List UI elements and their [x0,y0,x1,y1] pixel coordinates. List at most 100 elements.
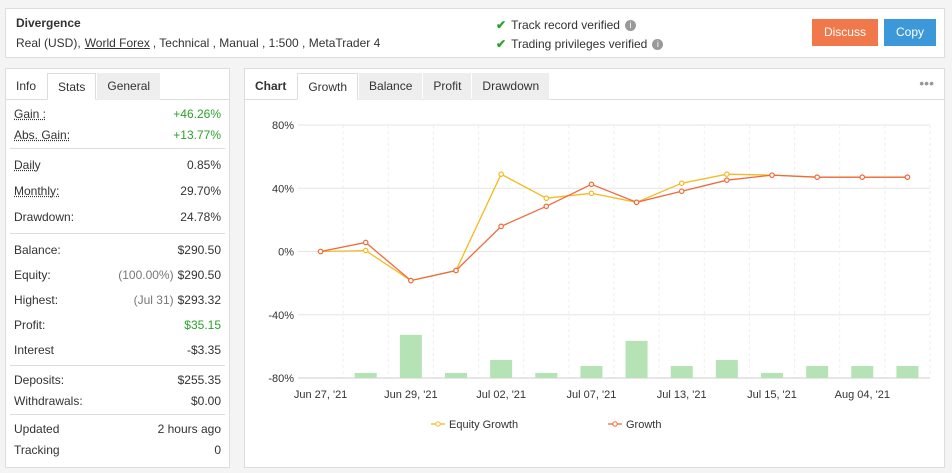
stat-value: $255.35 [177,372,221,387]
tab[interactable]: General [97,73,161,100]
stats-row: Drawdown: 24.78% [10,204,225,230]
stats-list: Gain : +46.26% Abs. Gain: +13.77% Daily 0.85%… [6,100,229,463]
stats-panel: Info Stats General Gain : +46.26% Abs. Gain:… [5,68,230,468]
stat-value: +46.26% [173,106,221,121]
stat-note: (Jul 31) [133,292,174,307]
x-tick-label: Jul 02, '21 [476,389,526,401]
stat-value: $290.50 [177,242,221,257]
point [904,174,911,180]
point [678,188,685,195]
bar [354,372,377,378]
tab[interactable]: Drawdown [472,73,550,100]
bar [670,365,693,378]
chart-tabs: Chart Growth Balance Profit Drawdown [245,69,944,100]
stats-row: Equity: (100.00%) $290.50 [10,262,225,287]
tab[interactable]: Stats [47,73,97,100]
verification-text: Trading privileges verified [511,37,648,51]
stat-value-wrap: 0 [214,443,221,457]
stat-label: Daily [14,158,41,172]
stats-row: Balance: $290.50 [10,237,225,262]
tab[interactable]: Profit [423,73,472,100]
system-title: Divergence [16,16,81,30]
point [588,181,595,188]
stats-group: Deposits: $255.35 Withdrawals: $0.00 [10,366,225,415]
stat-label: Updated [14,421,60,436]
point [543,203,550,210]
stats-row: Withdrawals: $0.00 [10,390,225,411]
stat-label: Profit: [14,317,46,332]
button[interactable]: Discuss [811,19,878,46]
verification: ✔ Track record verified i [496,16,663,35]
stat-value-wrap: (100.00%) $290.50 [118,268,221,282]
point [588,190,595,197]
point [859,174,866,180]
stats-row: Gain : +46.26% [10,103,225,124]
stat-value: $293.32 [177,292,221,307]
chart: 80% 40% 0% -40% -80%Jun 27, '21 Jun 29, '21 Ju… [268,120,931,431]
info-icon: i [624,20,636,32]
line [320,174,908,282]
point [408,277,414,284]
stat-label: Highest: [14,292,59,307]
legend-label: Growth [626,419,661,431]
broker-link[interactable]: World Forex [84,36,150,50]
tab[interactable]: Growth [297,73,359,100]
point [543,195,550,202]
account-prefix: Real (USD), [16,36,81,50]
legend-marker [435,421,441,427]
stat-label: Abs. Gain: [14,127,71,142]
button[interactable]: Copy [883,19,936,46]
legend-marker [612,421,618,427]
stat-label: Deposits: [14,372,65,387]
chart-label: Chart [255,79,287,93]
stat-label: Tracking [14,442,60,457]
stats-row: Abs. Gain: +13.77% [10,124,225,145]
menu[interactable]: ••• [919,75,934,91]
stat-value-wrap: $0.00 [191,394,221,408]
verification: ✔ Trading privileges verified i [496,35,664,54]
point [633,199,640,206]
y-tick-label: 80% [272,120,294,132]
stat-label: Monthly: [14,184,60,198]
stats-row: Deposits: $255.35 [10,369,225,390]
stat-value-wrap: -$3.35 [187,343,221,357]
stat-value-wrap: +13.77% [173,128,221,142]
stat-value: 24.78% [180,210,221,224]
stats-row: Monthly: 29.70% [10,178,225,204]
stat-value: +13.77% [173,127,221,142]
stats-group: Gain : +46.26% Abs. Gain: +13.77% [10,100,225,149]
stat-value-wrap: 2 hours ago [158,422,221,436]
point [317,248,324,255]
point [453,267,459,274]
point [498,171,504,177]
y-tick-label: 40% [272,183,294,195]
stat-value-wrap: 24.78% [180,210,221,224]
point [362,239,369,246]
point [769,172,775,178]
y-tick-label: -40% [268,310,294,322]
bar [445,372,467,378]
buttons: Discuss Copy [811,19,936,46]
bar [490,359,513,378]
tab[interactable]: Info [16,79,37,93]
verification-text: Track record verified [511,18,620,32]
tab[interactable]: Balance [359,73,423,100]
point [678,180,685,186]
stat-value: $0.00 [190,393,221,408]
stat-value: $35.15 [184,317,221,332]
x-tick-label: Jul 13, '21 [657,389,707,401]
stat-value: $290.50 [177,267,221,282]
stat-value-wrap: +46.26% [173,107,221,121]
stats-row: Updated 2 hours ago [10,418,225,439]
check-icon: ✔ [496,37,507,51]
point [362,247,369,254]
stat-value: 29.70% [180,184,221,198]
bar [399,334,422,378]
stats-group: Updated 2 hours ago Tracking 0 [10,415,225,463]
point [498,223,504,230]
stat-value-wrap: $290.50 [178,243,221,257]
stats-row: Daily 0.85% [10,152,225,178]
bar [535,372,558,378]
account-info: Real (USD), World Forex, Technical , Manu… [16,36,380,50]
bar [806,365,829,378]
